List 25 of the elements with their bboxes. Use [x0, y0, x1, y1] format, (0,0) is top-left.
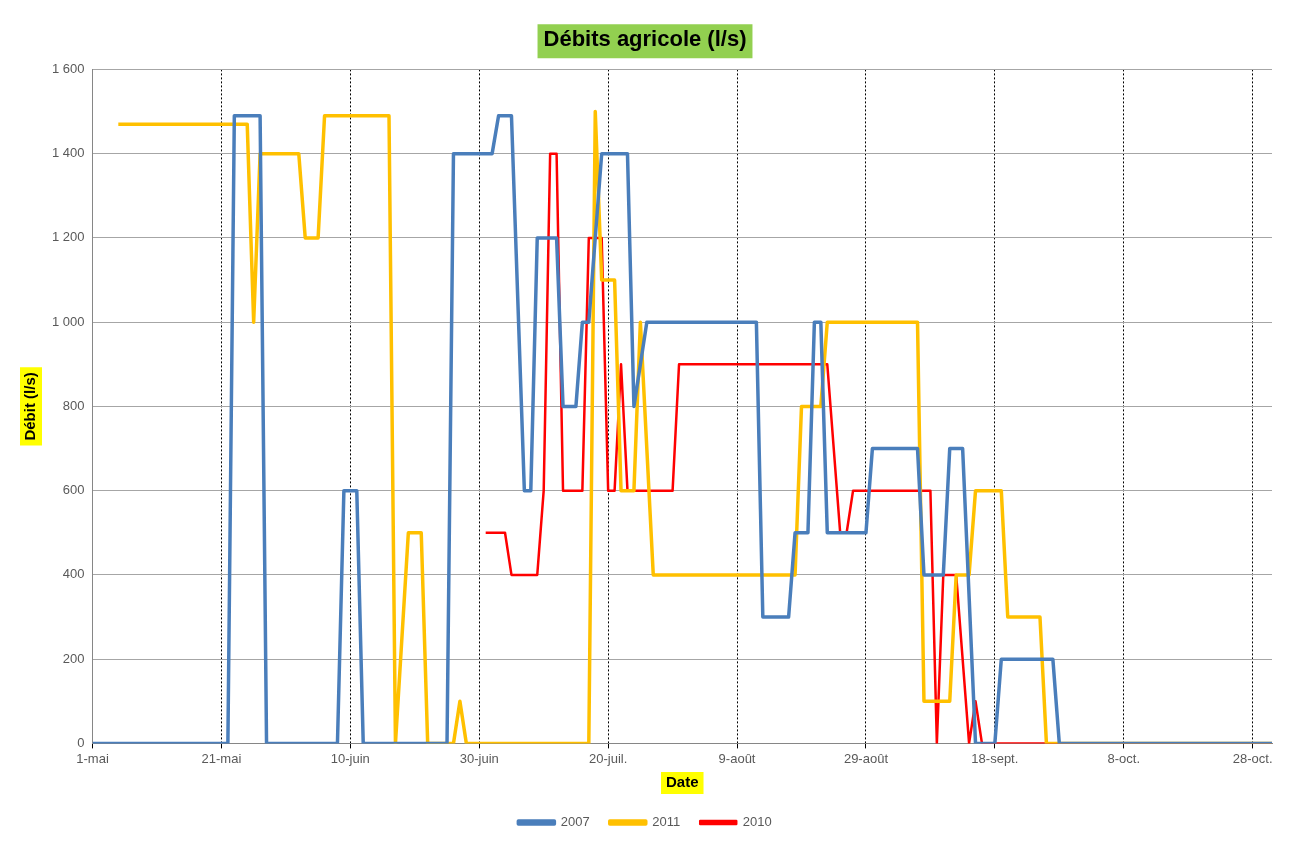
x-tick-label: 21-mai [201, 750, 242, 766]
y-tick-label: 1 200 [51, 229, 85, 245]
x-axis-title: Date [666, 773, 699, 791]
y-tick-label: 1 000 [51, 313, 85, 329]
x-tick-label: 18-sept. [971, 750, 1019, 766]
x-tick-label: 28-oct. [1232, 750, 1273, 766]
y-tick-label: 200 [62, 650, 85, 666]
x-tick-label: 9-août [718, 750, 756, 766]
legend-label: 2011 [652, 814, 681, 830]
x-tick-label: 30-juin [459, 750, 499, 766]
y-tick-label: 1 400 [51, 145, 85, 161]
x-tick-label: 29-août [843, 750, 889, 766]
y-tick-label: 400 [62, 566, 85, 582]
y-tick-label: 1 600 [51, 60, 85, 76]
x-tick-label: 20-juil. [589, 750, 628, 766]
y-tick-label: 800 [62, 397, 85, 413]
y-axis-title: Débit (l/s) [21, 372, 39, 441]
legend-label: 2010 [742, 814, 772, 830]
x-tick-label: 10-juin [330, 750, 370, 766]
x-tick-label: 8-oct. [1107, 750, 1141, 766]
legend-label: 2007 [560, 814, 590, 830]
y-tick-label: 600 [62, 482, 85, 498]
y-tick-label: 0 [77, 734, 85, 750]
chart-title: Débits agricole (l/s) [543, 26, 747, 52]
x-tick-label: 1-mai [76, 750, 109, 766]
